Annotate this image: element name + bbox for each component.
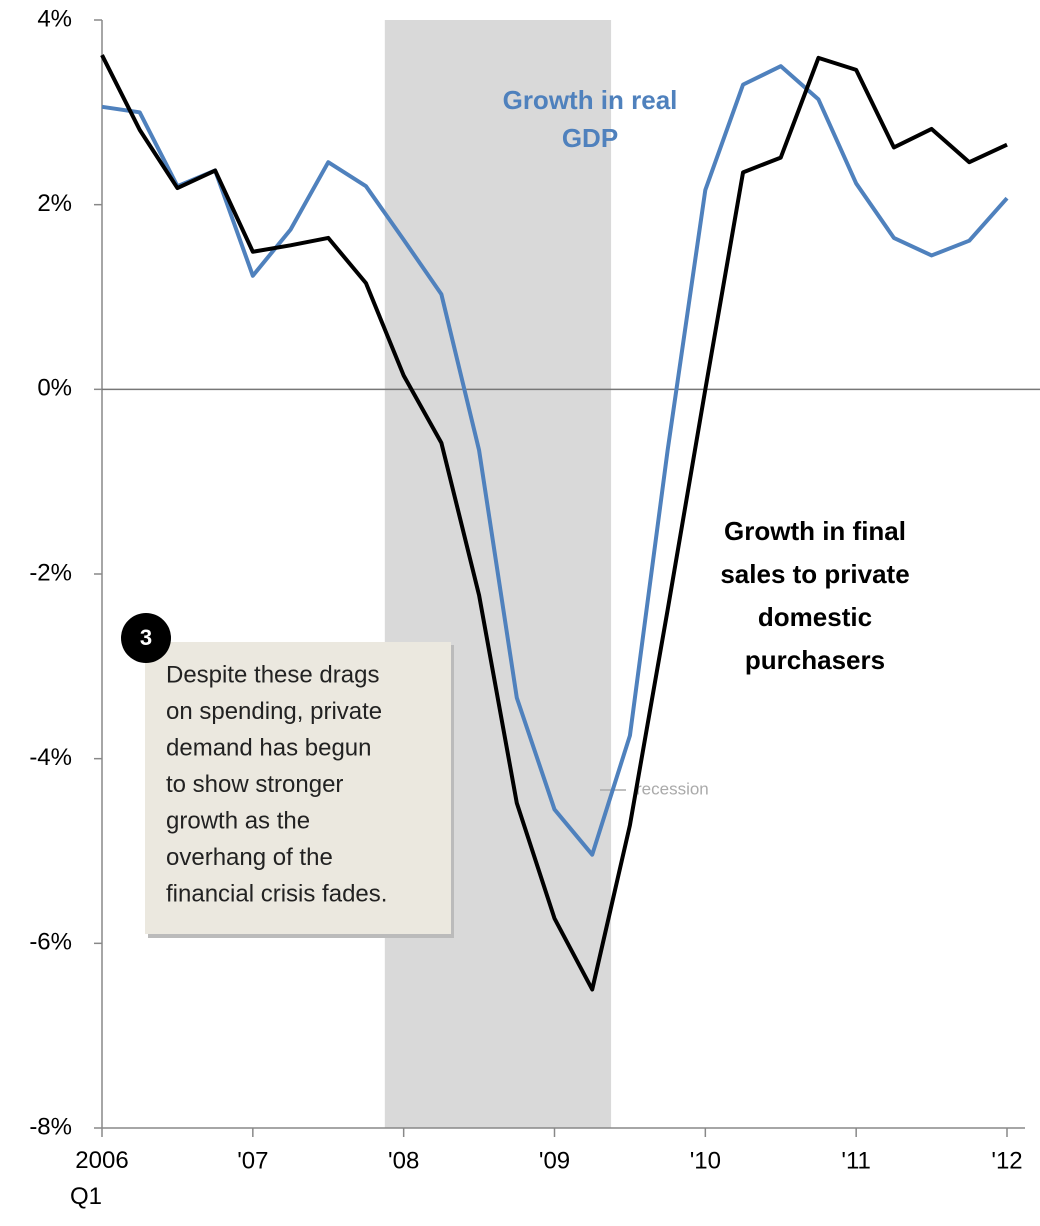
callout-text: demand has begun: [166, 734, 372, 761]
callout-text: overhang of the: [166, 844, 333, 871]
series-line: [100, 54, 1008, 992]
callout-number: 3: [140, 625, 152, 650]
y-tick-label: -6%: [29, 929, 72, 956]
series-line: [101, 64, 1009, 857]
x-tick-label: 2006 Q1: [70, 1147, 129, 1210]
y-tick-label: -2%: [29, 559, 72, 586]
x-tick-label: '07: [237, 1147, 268, 1174]
series-label: Growth in real GDP: [503, 85, 678, 153]
y-tick-label: 0%: [37, 375, 72, 402]
x-tick-label: '12: [991, 1147, 1022, 1174]
callout-badge: [121, 613, 171, 663]
callout: 3 Despite these drags on spending, private…: [121, 613, 454, 938]
recession-label: recession: [636, 779, 709, 798]
callout-text: Despite these drags: [166, 661, 379, 688]
y-tick-label: -8%: [29, 1113, 72, 1140]
callout-text: growth as the: [166, 807, 310, 834]
y-tick-label: 2%: [37, 190, 72, 217]
x-tick-label: '10: [690, 1147, 721, 1174]
y-tick-label: 4%: [37, 5, 72, 32]
callout-text: financial crisis fades.: [166, 880, 387, 907]
x-tick-label: '11: [841, 1147, 871, 1174]
callout-text: to show stronger: [166, 771, 343, 798]
y-tick-label: -4%: [29, 744, 72, 771]
series-label: Growth in final sales to private domestic p…: [720, 516, 909, 675]
x-tick-label: '08: [388, 1147, 419, 1174]
x-tick-label: '09: [539, 1147, 570, 1174]
callout-text: on spending, private: [166, 698, 382, 725]
callout-box: [145, 642, 451, 934]
